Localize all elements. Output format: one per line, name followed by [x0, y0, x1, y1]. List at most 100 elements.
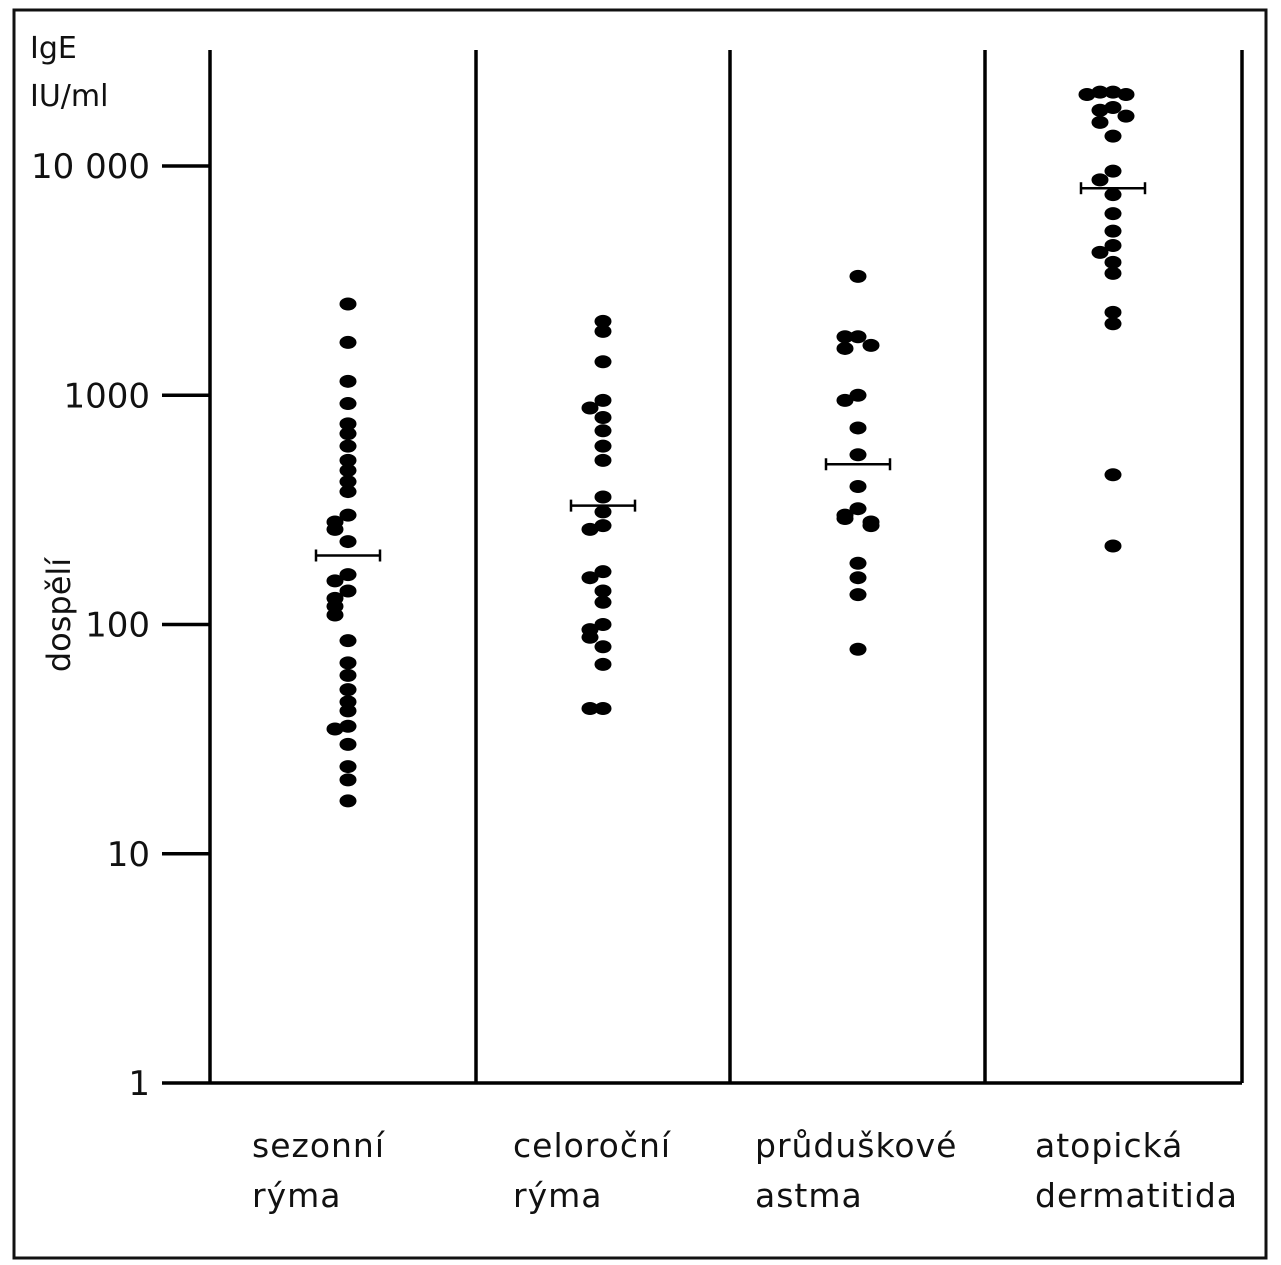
data-point-2-16	[849, 571, 867, 585]
data-point-1-1	[594, 324, 612, 338]
data-point-0-29	[339, 737, 357, 751]
data-point-0-10	[339, 485, 357, 499]
data-point-3-3	[1078, 88, 1096, 102]
data-point-1-0	[594, 314, 612, 328]
data-point-1-4	[581, 401, 599, 415]
data-point-2-17	[849, 588, 867, 602]
data-point-0-2	[339, 374, 357, 388]
data-point-0-1	[339, 335, 357, 349]
data-point-3-1	[1091, 85, 1109, 99]
data-point-0-11	[339, 508, 357, 522]
data-point-0-14	[339, 535, 357, 549]
data-point-0-7	[339, 453, 357, 467]
data-point-3-15	[1091, 245, 1109, 259]
data-point-3-13	[1104, 224, 1122, 238]
data-point-3-14	[1104, 239, 1122, 253]
data-point-1-21	[594, 657, 612, 671]
data-point-0-16	[326, 574, 344, 588]
data-point-1-11	[594, 519, 612, 533]
data-point-2-10	[849, 502, 867, 516]
data-point-1-6	[594, 424, 612, 438]
data-point-0-30	[339, 760, 357, 774]
data-point-2-9	[849, 479, 867, 493]
data-point-0-6	[339, 439, 357, 453]
data-point-0-23	[339, 668, 357, 682]
data-point-1-7	[594, 439, 612, 453]
data-point-0-27	[339, 719, 357, 733]
data-point-2-4	[836, 341, 854, 355]
data-point-2-1	[849, 330, 867, 344]
data-point-0-0	[339, 297, 357, 311]
data-point-0-24	[339, 683, 357, 697]
data-point-1-22	[594, 702, 612, 716]
data-point-3-4	[1104, 100, 1122, 114]
mean-marker-3	[1079, 182, 1147, 195]
data-point-0-21	[339, 634, 357, 648]
data-point-0-15	[339, 568, 357, 582]
data-point-1-19	[581, 630, 599, 644]
data-point-3-5	[1091, 103, 1109, 117]
y-tick-label-0: 1	[128, 1064, 150, 1104]
data-point-1-2	[594, 355, 612, 369]
y-tick-label-3: 1000	[63, 376, 150, 416]
data-point-1-10	[594, 505, 612, 519]
data-point-1-8	[594, 453, 612, 467]
data-point-3-19	[1104, 317, 1122, 331]
category-label-2-line-0: průduškové	[755, 1126, 957, 1165]
data-point-3-2	[1117, 88, 1135, 102]
data-point-0-28	[326, 722, 344, 736]
data-point-3-21	[1104, 539, 1122, 553]
data-point-2-12	[836, 511, 854, 525]
data-point-0-31	[339, 773, 357, 787]
category-label-2-line-1: astma	[755, 1176, 863, 1215]
data-point-1-12	[581, 522, 599, 536]
mean-markers	[314, 182, 1147, 562]
data-point-0-13	[326, 522, 344, 536]
y-axis-unit-label: IgE IU/ml	[30, 31, 108, 114]
data-point-0-4	[339, 417, 357, 431]
category-label-0-line-1: rýma	[252, 1176, 341, 1215]
data-point-3-0	[1104, 85, 1122, 99]
data-point-1-15	[594, 584, 612, 598]
data-point-2-14	[862, 519, 880, 533]
mean-marker-0	[314, 549, 382, 562]
data-point-1-17	[594, 618, 612, 631]
category-label-3-line-1: dermatitida	[1035, 1176, 1238, 1215]
y-axis-unit-line-2: IU/ml	[30, 79, 108, 114]
data-point-2-6	[836, 393, 854, 407]
data-point-0-8	[339, 463, 357, 477]
data-point-3-17	[1104, 266, 1122, 280]
data-point-1-5	[594, 410, 612, 424]
data-point-0-22	[339, 656, 357, 670]
data-point-1-13	[594, 565, 612, 579]
y-tick-label-4: 10 000	[31, 147, 150, 187]
data-point-3-12	[1104, 207, 1122, 221]
category-label-1-line-1: rýma	[513, 1176, 602, 1215]
mean-marker-2	[824, 458, 892, 471]
category-labels: sezonní rýma celoroční rýma průduškové astma a…	[252, 1126, 1238, 1215]
data-point-0-25	[339, 695, 357, 709]
category-label-1-line-0: celoroční	[513, 1126, 672, 1165]
data-point-0-3	[339, 397, 357, 411]
data-point-3-10	[1091, 173, 1109, 187]
data-point-2-7	[849, 421, 867, 435]
data-point-1-16	[594, 595, 612, 609]
data-point-2-2	[836, 330, 854, 344]
outer-frame	[12, 8, 1268, 1260]
mean-marker-1	[569, 499, 637, 512]
data-point-1-20	[594, 640, 612, 654]
data-point-0-26	[339, 704, 357, 718]
axes	[208, 50, 1244, 1085]
data-point-3-8	[1104, 129, 1122, 143]
data-point-2-0	[849, 269, 867, 283]
data-point-3-20	[1104, 468, 1122, 482]
data-point-2-8	[849, 448, 867, 462]
y-tick-label-2: 100	[85, 606, 150, 646]
data-point-3-18	[1104, 305, 1122, 319]
data-points	[326, 85, 1135, 808]
data-point-3-11	[1104, 188, 1122, 202]
data-point-2-15	[849, 556, 867, 570]
data-point-0-5	[339, 427, 357, 441]
y-axis-ticks: 1 10 100 1000 10 000	[31, 147, 210, 1104]
